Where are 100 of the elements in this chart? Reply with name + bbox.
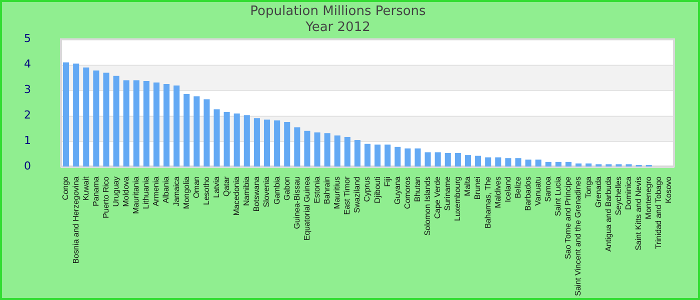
bar (454, 153, 461, 167)
bar (174, 86, 180, 167)
x-tick-label: Mauritius (332, 176, 342, 209)
x-tick-label: Namibia (242, 176, 252, 206)
bar (606, 164, 612, 167)
x-tick-label: Solomon Islands (423, 176, 432, 236)
bar (344, 136, 350, 167)
x-tick-label: Botswana (252, 176, 262, 212)
bar (424, 152, 431, 167)
bar (444, 153, 451, 167)
x-tick-label: Slovenia (262, 176, 272, 208)
x-tick-label: Puerto Rico (101, 176, 110, 218)
bar (63, 62, 70, 167)
bar (123, 80, 130, 167)
bar (284, 122, 290, 167)
x-tick-label: Albania (162, 176, 171, 204)
x-tick-label: Sao Tome and Principe (564, 176, 573, 260)
chart-title: Population Millions Persons (250, 4, 426, 20)
bar (394, 146, 401, 167)
x-tick-label: Qatar (222, 176, 232, 197)
bar (505, 158, 512, 167)
bar (404, 148, 411, 167)
y-tick-label: 0 (24, 159, 31, 172)
x-tick-label: Djibouti (372, 176, 382, 204)
x-tick-label: Vanuatu (534, 176, 543, 206)
x-tick-label: Tonga (584, 176, 593, 198)
x-tick-label: Bahamas, The (483, 176, 492, 228)
x-tick-label: Grenada (594, 176, 603, 208)
bar (525, 160, 532, 167)
bar (495, 157, 502, 167)
bar (616, 164, 622, 167)
x-tick-label: Belize (513, 176, 522, 198)
x-tick-label: Estonia (312, 176, 322, 204)
bar (93, 70, 100, 167)
x-tick-label: Maldives (493, 176, 502, 208)
bar (364, 144, 371, 167)
x-tick-label: Barbados (523, 176, 532, 211)
x-tick-label: Malta (463, 176, 472, 196)
bar (244, 115, 250, 167)
x-tick-label: Fiji (382, 176, 392, 187)
bar (264, 120, 270, 167)
y-tick-label: 3 (24, 82, 31, 96)
x-tick-label: Gambia (272, 176, 282, 205)
bar (274, 120, 280, 167)
bar (485, 157, 492, 167)
bar (535, 160, 542, 167)
bar (194, 96, 200, 167)
bar (153, 82, 160, 167)
bar (133, 80, 140, 167)
x-tick-label: Swaziland (352, 176, 362, 213)
x-tick-label: Seychelles (614, 176, 623, 216)
bar (596, 164, 602, 167)
bar (224, 112, 230, 167)
bar (234, 114, 240, 167)
bar (204, 99, 210, 167)
x-tick-label: Bahrain (322, 176, 332, 204)
x-tick-label: Gabon (282, 176, 292, 201)
bar (73, 64, 80, 167)
x-tick-label: Moldova (122, 176, 131, 207)
x-tick-label: Kosovo (664, 176, 674, 204)
bar (103, 72, 110, 167)
bar (515, 158, 522, 167)
bar (83, 67, 90, 167)
bar (113, 76, 120, 167)
y-tick-label: 4 (24, 58, 31, 71)
x-tick-label: Montenegro (644, 176, 654, 220)
x-tick-label: Trinidad and Tobago (654, 176, 664, 250)
x-tick-label: Lithuania (142, 176, 151, 209)
bar (294, 127, 300, 167)
bar (565, 162, 572, 167)
bar (143, 80, 150, 167)
x-tick-label: Saint Kitts and Nevis (634, 176, 644, 250)
chart-subtitle: Year 2012 (304, 20, 370, 35)
x-tick-label: Brunei (473, 176, 482, 200)
bar (354, 140, 360, 167)
x-tick-label: Iceland (503, 176, 512, 202)
bar (314, 132, 320, 167)
bar (304, 130, 310, 167)
bar (586, 163, 592, 167)
x-tick-label: Mongolia (182, 176, 191, 209)
x-tick-label: Cyprus (362, 176, 372, 202)
x-tick-label: Bosnia and Herzegovina (71, 176, 80, 264)
bar (184, 94, 190, 167)
x-tick-label: Guyana (392, 176, 402, 205)
bar (475, 156, 482, 167)
x-tick-label: Congo (61, 176, 70, 200)
bar (545, 162, 552, 167)
x-tick-label: Saint Vincent and the Grenadines (574, 176, 583, 296)
y-tick-label: 5 (24, 32, 31, 46)
x-tick-label: Armenia (152, 176, 161, 206)
x-tick-label: Antigua and Barbuda (604, 176, 613, 252)
bar (464, 155, 472, 167)
bar (254, 118, 260, 167)
x-tick-label: Uruguay (111, 176, 120, 207)
y-tick-label: 2 (24, 108, 31, 122)
bar (414, 148, 421, 167)
x-tick-label: Samoa (544, 176, 553, 202)
x-tick-label: Oman (192, 176, 201, 198)
x-tick-label: Panama (91, 176, 100, 206)
bar (214, 109, 220, 167)
